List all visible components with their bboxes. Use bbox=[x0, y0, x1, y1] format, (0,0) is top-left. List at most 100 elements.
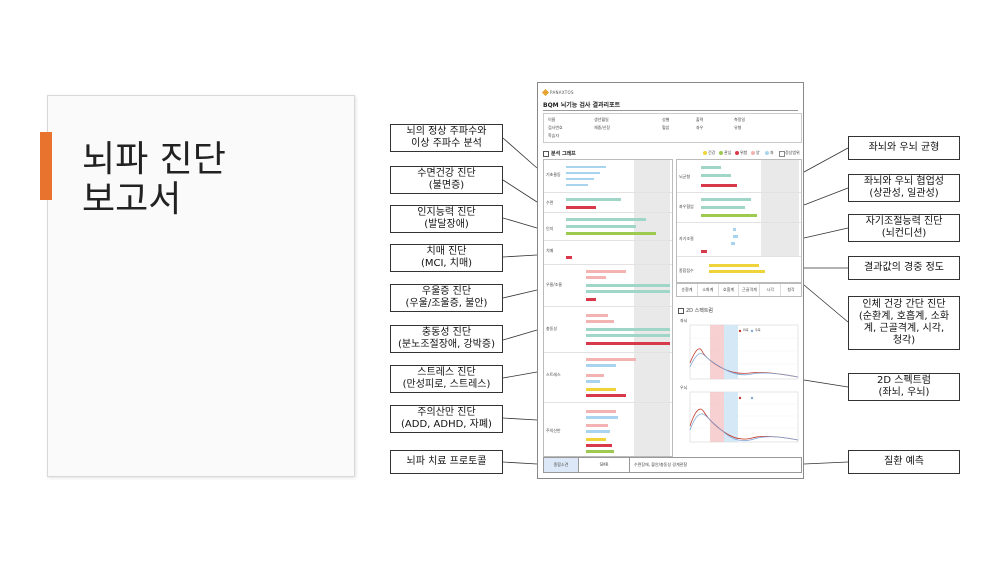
row-divider bbox=[544, 352, 672, 353]
bar bbox=[566, 172, 600, 174]
spectrum-chart-left bbox=[689, 324, 799, 380]
row-label: 수면 bbox=[546, 200, 554, 205]
report-footer: 종합소견 SMR 수면장애, 불안/충동성 경계관찰 bbox=[543, 457, 802, 473]
legend-dot-icon bbox=[719, 151, 723, 155]
callout-text: 수면건강 진단 (불면증) bbox=[417, 168, 476, 191]
callout-text: 자기조절능력 진단 (뇌컨디션) bbox=[865, 216, 943, 239]
bar bbox=[586, 298, 596, 301]
callout-text: 인체 건강 간단 진단 (순환계, 호흡계, 소화 계, 근골격계, 시각, 청… bbox=[858, 299, 950, 346]
callout-sleep-health: 수면건강 진단 (불면증) bbox=[390, 166, 503, 194]
callout-text: 우울증 진단 (우울/조울증, 불안) bbox=[405, 286, 488, 309]
row-label: 기초율동 bbox=[546, 172, 561, 177]
callout-stress: 스트레스 진단 (만성피로, 스트레스) bbox=[390, 365, 503, 393]
row-label: 치매 bbox=[546, 248, 554, 253]
health-cell: 시각 bbox=[760, 284, 782, 296]
bar bbox=[586, 284, 670, 287]
callout-severity: 결과값의 경중 정도 bbox=[848, 256, 960, 280]
bar bbox=[586, 320, 614, 323]
bar bbox=[701, 174, 731, 177]
bar bbox=[733, 228, 736, 231]
right-row-label: 자기조절 bbox=[679, 236, 694, 241]
legend-label: 관심 bbox=[724, 150, 732, 155]
legend-box-icon bbox=[779, 151, 785, 157]
callout-disease-prediction: 질환 예측 bbox=[848, 450, 960, 474]
bar bbox=[586, 430, 610, 433]
callout-text: 인지능력 진단 (발달장애) bbox=[417, 207, 476, 230]
row-divider bbox=[544, 212, 672, 213]
row-divider bbox=[677, 192, 801, 193]
bar bbox=[586, 364, 616, 367]
header-label: 유형 bbox=[734, 125, 742, 130]
legend-label: 양 bbox=[756, 150, 760, 155]
header-label: 이름 bbox=[548, 117, 556, 122]
callout-text: 좌뇌와 우뇌 균형 bbox=[868, 142, 940, 153]
bar bbox=[566, 206, 596, 209]
row-divider bbox=[677, 256, 801, 257]
legend-label: 정상범위 bbox=[785, 150, 800, 155]
section-square-icon bbox=[543, 151, 549, 157]
right-analysis-panel: 뇌균형 좌우협업 자기조절 종합점수 bbox=[676, 159, 802, 283]
bar bbox=[586, 374, 604, 377]
bar bbox=[709, 270, 765, 273]
header-label: 좌우 bbox=[696, 125, 704, 130]
health-cell: 호흡계 bbox=[719, 284, 740, 296]
callout-text: 뇌의 정상 주파수와 이상 주파수 분석 bbox=[406, 126, 487, 149]
header-label: 체중/신장 bbox=[594, 125, 611, 130]
bar bbox=[586, 450, 614, 453]
bar bbox=[701, 206, 745, 209]
bar bbox=[586, 290, 670, 293]
bar bbox=[566, 166, 606, 168]
bar bbox=[566, 232, 656, 235]
header-label: 측정일 bbox=[734, 117, 746, 122]
callout-text: 충동성 진단 (분노조절장애, 강박증) bbox=[398, 327, 495, 350]
callout-attention: 주의산만 진단 (ADD, ADHD, 자폐) bbox=[390, 405, 503, 433]
bar bbox=[586, 314, 608, 317]
spectrum-legend: 좌측 bbox=[743, 328, 749, 332]
logo-diamond-icon bbox=[541, 88, 550, 97]
bar bbox=[586, 334, 670, 337]
callout-cognitive: 인지능력 진단 (발달장애) bbox=[390, 205, 503, 233]
slide-title-line2: 보고서 bbox=[82, 179, 182, 220]
row-divider bbox=[544, 240, 672, 241]
spectrum-chart-right bbox=[689, 391, 799, 443]
callout-depression: 우울증 진단 (우울/조울증, 불안) bbox=[390, 284, 503, 312]
bar bbox=[586, 444, 612, 447]
callout-text: 2D 스펙트럼 (좌뇌, 우뇌) bbox=[876, 375, 932, 398]
report-header-grid: 이름 생년월일 성별 출력 측정일 검사번호 학습자 체중/신장 혈압 좌우 유… bbox=[543, 113, 802, 143]
report-logo: PANAXTOS bbox=[541, 88, 574, 97]
header-label: 검사번호 bbox=[548, 125, 563, 130]
callout-self-regulation: 자기조절능력 진단 (뇌컨디션) bbox=[848, 214, 960, 242]
accent-bar bbox=[40, 132, 52, 200]
callout-text: 스트레스 진단 (만성피로, 스트레스) bbox=[402, 367, 491, 390]
spectrum-legend: 우측 bbox=[755, 328, 761, 332]
callout-text: 결과값의 경중 정도 bbox=[864, 262, 944, 273]
bar bbox=[586, 328, 670, 331]
bar bbox=[586, 416, 618, 419]
legend-dot-icon bbox=[703, 151, 707, 155]
bar bbox=[566, 256, 572, 259]
legend-dot-icon bbox=[751, 151, 755, 155]
footer-label: 종합소견 bbox=[544, 458, 579, 472]
header-label: 출력 bbox=[696, 117, 704, 122]
callout-text: 치매 진단 (MCI, 치매) bbox=[420, 246, 473, 269]
legend-label: 건강 bbox=[708, 150, 716, 155]
right-row-label: 뇌균형 bbox=[679, 174, 691, 179]
row-divider bbox=[544, 192, 672, 193]
left-analysis-panel: 기초율동 수면 인지 치매 우울/조울 충동성 스트레스 bbox=[543, 159, 673, 457]
spectrum-left-label: 좌뇌 bbox=[680, 318, 688, 323]
row-label: 우울/조울 bbox=[546, 282, 563, 287]
bar bbox=[701, 184, 737, 187]
bar bbox=[586, 358, 636, 361]
callout-text: 좌뇌와 우뇌 협업성 (상관성, 일관성) bbox=[864, 176, 944, 199]
footer-description: 수면장애, 불안/충동성 경계관찰 bbox=[634, 462, 688, 467]
bar bbox=[566, 184, 588, 186]
row-divider bbox=[677, 222, 801, 223]
bar bbox=[701, 198, 751, 201]
callout-body-health: 인체 건강 간단 진단 (순환계, 호흡계, 소화 계, 근골격계, 시각, 청… bbox=[848, 296, 960, 350]
spectrum-title: 2D 스펙트럼 bbox=[686, 308, 714, 314]
bar bbox=[566, 198, 621, 201]
bar bbox=[731, 242, 735, 245]
callout-treatment-protocol: 뇌파 치료 프로토콜 bbox=[390, 450, 503, 474]
report-thumbnail: PANAXTOS BQM 뇌기능 검사 결과리포트 이름 생년월일 성별 출력 … bbox=[537, 82, 804, 479]
callout-brain-cooperation: 좌뇌와 우뇌 협업성 (상관성, 일관성) bbox=[848, 174, 960, 202]
